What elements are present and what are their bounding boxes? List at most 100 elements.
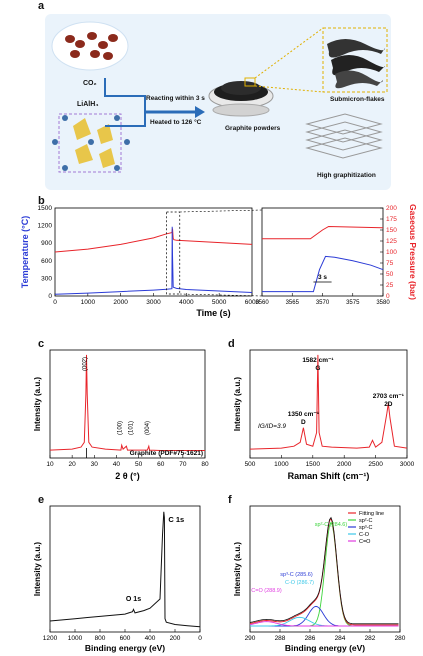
chart-f-peak-label: sp³-C (285.6) xyxy=(280,572,313,578)
panel-a-illustration xyxy=(51,21,388,173)
chart-b-yright-tick-label: 200 xyxy=(386,205,397,212)
chart-f-ylabel: Intensity (a.u.) xyxy=(233,542,242,597)
chart-d-xlabel: Raman Shift (cm⁻¹) xyxy=(288,471,370,481)
graphite-powders-label: Graphite powders xyxy=(225,125,281,132)
chart-c-x-tick-label: 40 xyxy=(113,461,121,468)
chart-e-o1s-label: O 1s xyxy=(126,596,141,603)
co2-label: CO₂ xyxy=(83,80,97,87)
chart-f-frame xyxy=(249,505,401,633)
co2-molecules-icon xyxy=(65,32,118,60)
chart-f-data-line xyxy=(249,516,399,625)
chart-f-x-tick-label: 284 xyxy=(335,635,346,642)
panel-f-letter: f xyxy=(228,494,232,506)
chart-e-ylabel: Intensity (a.u.) xyxy=(33,542,42,597)
chart-c-x-tick-label: 30 xyxy=(91,461,99,468)
chart-c-reference-label: Graphite (PDF#75-1621) xyxy=(130,450,203,457)
chart-b-yleft-tick-label: 900 xyxy=(41,240,52,247)
chart-b-x-tick-label: 0 xyxy=(53,299,57,306)
chart-f-peak-label: C-O (286.7) xyxy=(285,580,314,586)
chart-b-xlabel: Time (s) xyxy=(196,308,230,318)
chart-c-x-tick-label: 60 xyxy=(157,461,165,468)
chart-b-inset-blue-line xyxy=(262,255,384,293)
chart-d-frame xyxy=(249,349,408,459)
zoom-box-small xyxy=(244,77,256,87)
chart-c-x-tick-label: 70 xyxy=(179,461,187,468)
chart-d-ratio-text: IG/ID=3.9 xyxy=(258,423,286,430)
chart-c-x-tick-label: 50 xyxy=(135,461,143,468)
chart-f-x-tick-label: 286 xyxy=(305,635,316,642)
chart-e-x-tick-label: 1000 xyxy=(68,635,83,642)
chart-b-yright-tick-label: 25 xyxy=(386,282,394,289)
chart-c-x-tick-label: 10 xyxy=(46,461,54,468)
chart-c-xlabel: 2 θ (°) xyxy=(115,471,139,481)
chart-b-inset-red-line xyxy=(262,225,384,240)
chart-b-x-tick-label: 6000 xyxy=(245,299,260,306)
chart-d-peak-label: 1350 cm⁻¹ xyxy=(288,411,319,418)
chart-e-x-tick-label: 200 xyxy=(170,635,181,642)
chart-c-peak-label: (100) xyxy=(118,421,124,435)
chart-d-peak-sublabel: D xyxy=(301,419,306,426)
chart-b-zoom-box xyxy=(166,211,181,295)
chart-e-x-tick-label: 800 xyxy=(95,635,106,642)
chart-f-peak-label: sp²-C (284.6) xyxy=(315,522,348,528)
chart-d-x-tick-label: 2000 xyxy=(337,461,352,468)
chart-f-legend-label: C-O xyxy=(359,532,370,538)
chart-f-magenta-fit xyxy=(249,621,399,627)
chart-f-legend-label: sp³-C xyxy=(359,525,372,531)
chart-b-inset-frame xyxy=(261,207,384,297)
high-graphitization-label: High graphitization xyxy=(317,172,376,179)
panel-d-letter: d xyxy=(228,338,235,350)
chart-d-x-tick-label: 3000 xyxy=(400,461,415,468)
zoom-box-large xyxy=(322,27,388,93)
graphite-layers-icon xyxy=(305,113,383,159)
chart-b-x-tick-label: 1000 xyxy=(81,299,96,306)
chart-b-ylabel-right: Gaseous Pressure (bar) xyxy=(408,204,418,300)
chart-c-x-tick-label: 80 xyxy=(201,461,209,468)
chart-c-peak-label: (004) xyxy=(145,421,151,435)
chart-b-yright-tick-label: 150 xyxy=(386,227,397,234)
chart-d-raman-line xyxy=(249,354,408,450)
chart-b-zoom-line-top xyxy=(179,209,263,213)
chart-b-inset-annotation: 3 s xyxy=(318,274,327,281)
lialh4-crystal-icon xyxy=(52,113,130,173)
arrow-text-2: Heated to 126 °C xyxy=(150,119,202,126)
chart-b-blue-line xyxy=(54,226,253,295)
panel-e-letter: e xyxy=(38,494,45,506)
chart-e-xps-line xyxy=(49,511,201,628)
chart-c-xrd-line xyxy=(49,354,205,451)
lialh4-label: LiAlH₄ xyxy=(77,101,99,108)
panel-a-letter: a xyxy=(38,0,45,12)
chart-b-x-tick-label: 2000 xyxy=(113,299,128,306)
chart-b-yleft-tick-label: 600 xyxy=(41,258,52,265)
chart-b-inset-x-tick-label: 3580 xyxy=(376,300,390,306)
chart-d-x-tick-label: 1500 xyxy=(306,461,321,468)
chart-b: 0 1000 2000 3000 4000 5000 6000030060090012001… xyxy=(20,204,418,318)
chart-b-inset-x-tick-label: 3560 xyxy=(255,300,269,306)
chart-f-blue-fit xyxy=(250,605,399,627)
chart-d-x-tick-label: 1000 xyxy=(274,461,289,468)
chart-b-yright-tick-label: 75 xyxy=(386,260,394,267)
chart-b-yright-tick-label: 175 xyxy=(386,216,397,223)
chart-b-ylabel-left: Temperature (°C) xyxy=(20,216,30,288)
chart-f-legend-label: Fitting line xyxy=(359,511,384,517)
arrow-text-1: Reacting within 3 s xyxy=(146,95,205,102)
merge-arrow xyxy=(104,78,146,127)
chart-b-red-line xyxy=(54,228,253,253)
reaction-arrowhead-icon xyxy=(195,106,205,118)
chart-b-yright-tick-label: 50 xyxy=(386,271,394,278)
chart-d-peak-label: 1582 cm⁻¹ xyxy=(302,357,333,364)
chart-e-frame xyxy=(49,505,201,633)
panel-c-letter: c xyxy=(38,338,45,350)
chart-d-x-tick-label: 500 xyxy=(245,461,256,468)
chart-f-legend-label: C=O xyxy=(359,539,371,545)
chart-c-peak-label: (002) xyxy=(83,357,89,371)
chart-f-x-tick-label: 282 xyxy=(365,635,376,642)
chart-e-x-tick-label: 1200 xyxy=(43,635,58,642)
chart-b-frame xyxy=(54,207,253,297)
chart-b-x-tick-label: 4000 xyxy=(179,299,194,306)
chart-b-yleft-tick-label: 0 xyxy=(48,293,52,300)
chart-b-x-tick-label: 3000 xyxy=(146,299,161,306)
chart-b-yright-tick-label: 100 xyxy=(386,249,397,256)
chart-d-ylabel: Intensity (a.u.) xyxy=(233,377,242,432)
chart-c-peak-label: (101) xyxy=(128,421,134,435)
